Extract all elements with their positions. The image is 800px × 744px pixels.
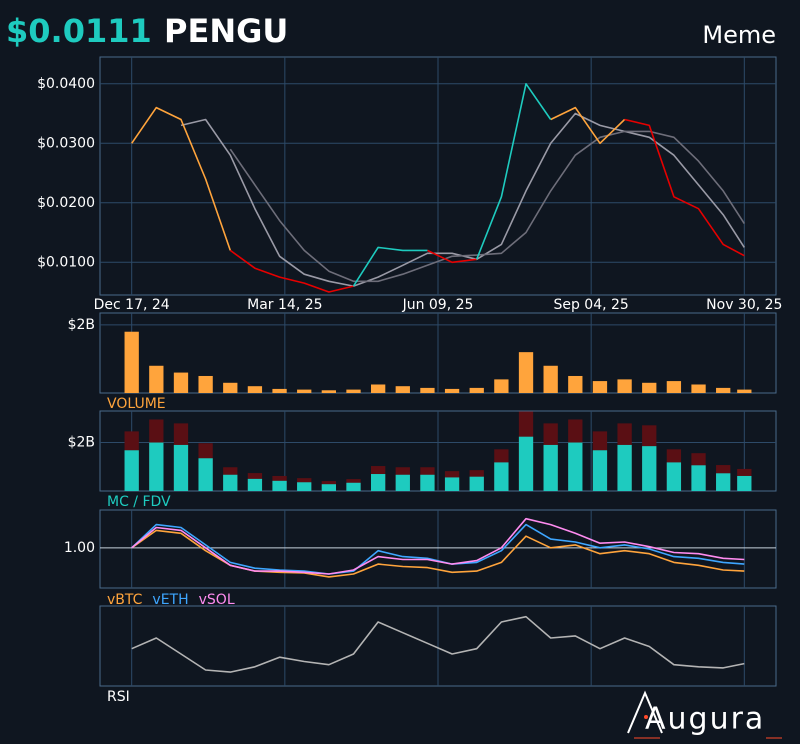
bar	[666, 462, 682, 491]
bar	[716, 473, 731, 491]
bar	[297, 389, 312, 393]
bar	[617, 379, 632, 393]
bar	[124, 450, 139, 491]
bar	[592, 450, 608, 491]
x-tick-label: Mar 14, 25	[247, 297, 322, 313]
bar	[568, 442, 583, 491]
series-line	[131, 106, 626, 251]
bar	[617, 444, 632, 491]
y-tick-label: $0.0400	[37, 76, 95, 92]
panel-label: VOLUME	[107, 396, 166, 412]
panel-label: MC / FDV	[107, 494, 171, 510]
legend-entry: vBTC	[107, 592, 143, 608]
legend-entry: vETH	[152, 592, 188, 608]
series-line	[352, 83, 552, 287]
bar	[737, 475, 752, 491]
y-tick-label: $0.0300	[37, 135, 95, 151]
bar	[691, 384, 706, 393]
series-line	[131, 615, 745, 673]
bar	[198, 375, 213, 393]
bar	[395, 386, 410, 393]
bar	[395, 474, 410, 491]
category: Meme	[702, 21, 776, 49]
legend-entry: vSOL	[199, 592, 235, 608]
bar	[321, 484, 337, 491]
logo-text: Augura	[645, 702, 765, 737]
x-tick-label: Nov 30, 25	[706, 297, 782, 313]
bar	[149, 365, 164, 393]
y-tick-label: 1.00	[64, 540, 95, 556]
bar	[346, 482, 361, 491]
panel-label: RSI	[107, 689, 130, 705]
bar	[297, 482, 312, 491]
bar	[737, 389, 752, 393]
bar	[666, 381, 682, 393]
bar	[444, 477, 460, 491]
bar	[494, 462, 509, 491]
bar	[592, 381, 608, 393]
bar	[543, 365, 558, 393]
bar	[247, 478, 263, 491]
y-tick-label: $0.0100	[37, 254, 95, 270]
price: $0.0111	[6, 12, 152, 50]
bar	[642, 382, 657, 393]
bar	[198, 458, 213, 491]
bar	[124, 331, 139, 393]
bar	[518, 352, 534, 393]
bar	[223, 474, 238, 491]
bar	[494, 379, 509, 393]
series-line	[229, 118, 745, 293]
bar	[469, 476, 484, 491]
bar	[543, 444, 558, 491]
symbol: PENGU	[164, 12, 288, 50]
bar	[691, 465, 706, 491]
bar	[223, 382, 238, 393]
bar	[420, 387, 435, 393]
y-tick-label: $2B	[68, 317, 95, 333]
bar	[272, 480, 287, 491]
y-tick-label: $0.0200	[37, 195, 95, 211]
bar	[642, 446, 657, 491]
bar	[518, 436, 534, 491]
x-tick-label: Sep 04, 25	[553, 297, 628, 313]
y-tick-label: $2B	[68, 435, 95, 451]
logo-glyph	[627, 690, 663, 734]
bar	[370, 384, 386, 393]
series-line	[229, 130, 745, 283]
bar	[173, 372, 189, 393]
x-tick-label: Jun 09, 25	[402, 297, 474, 313]
series-line	[131, 517, 745, 575]
bar	[444, 388, 460, 393]
bar	[469, 387, 484, 393]
logo-dot	[644, 715, 648, 719]
bar	[346, 389, 361, 393]
bar	[149, 442, 164, 491]
bar	[716, 387, 731, 393]
bar	[568, 375, 583, 393]
logo: Augura	[627, 690, 782, 739]
bar	[370, 474, 386, 491]
bar	[173, 444, 189, 491]
bar	[420, 474, 435, 491]
bar	[272, 388, 287, 393]
x-tick-label: Dec 17, 24	[94, 297, 170, 313]
bar	[321, 390, 337, 393]
bar	[247, 386, 263, 393]
